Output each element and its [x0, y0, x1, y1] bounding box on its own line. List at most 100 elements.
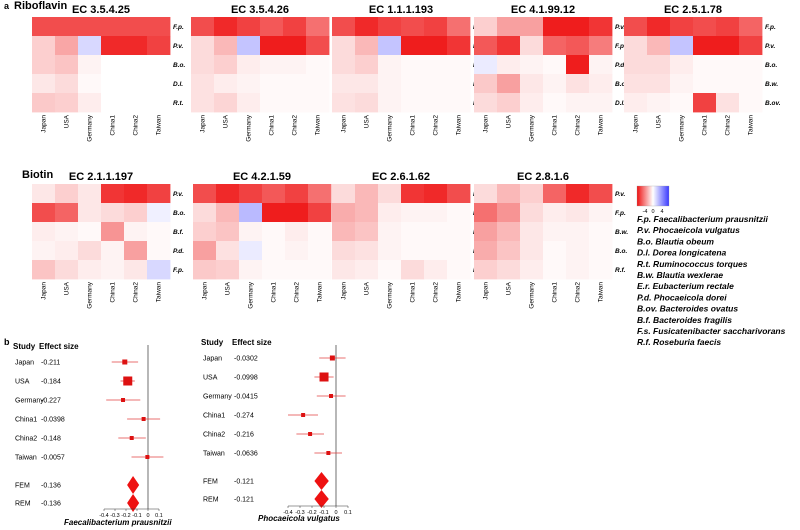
- heatmap-cell: [214, 74, 238, 94]
- heatmap-title: EC 1.1.1.193: [369, 4, 433, 16]
- heatmap-cell: [497, 36, 521, 56]
- heatmap-cell: [716, 93, 740, 113]
- heatmap-cell: [543, 222, 567, 242]
- heatmap-cell: [447, 17, 471, 37]
- row-label: B.f.: [173, 229, 184, 236]
- heatmap-cell: [101, 241, 125, 261]
- heatmap-cell: [424, 203, 448, 223]
- summary-value: -0.121: [234, 479, 254, 486]
- heatmap-cell: [447, 203, 471, 223]
- heatmap-cell: [497, 222, 521, 242]
- heatmap-cell: [332, 93, 356, 113]
- x-tick-label: 0: [146, 513, 149, 519]
- heatmap-cell: [424, 241, 448, 261]
- heatmap-cell: [543, 36, 567, 56]
- effect-value: -0.148: [41, 436, 61, 443]
- x-tick-label: -0.3: [295, 510, 304, 516]
- heatmap-cell: [401, 17, 425, 37]
- heatmap-cell: [260, 55, 284, 75]
- heatmap-cell: [191, 93, 215, 113]
- heatmaps: EC 3.5.4.25 F.p. P.v. B.o. D.l. R.t. Japan USA G…: [32, 4, 781, 309]
- estimate-square: [308, 432, 313, 436]
- column-label: USA: [506, 114, 513, 128]
- heatmap-cell: [216, 203, 240, 223]
- estimate-square: [123, 376, 133, 386]
- heatmap-cell: [378, 184, 402, 204]
- heatmap-cell: [32, 184, 56, 204]
- x-tick-label: 0.1: [155, 513, 163, 519]
- heatmap-cell: [124, 260, 148, 280]
- heatmap-cell: [191, 74, 215, 94]
- heatmap-cell: [124, 93, 148, 113]
- row-label: P.d.: [615, 62, 626, 69]
- heatmap-cell: [589, 74, 613, 94]
- heatmap-cell: [520, 74, 544, 94]
- heatmap-cell: [378, 203, 402, 223]
- heatmap-cell: [306, 55, 330, 75]
- heatmap-title: EC 4.2.1.59: [233, 171, 291, 183]
- heatmap: EC 4.1.99.12 P.v. F.p. P.d. B.o. D.l. Japan USA…: [474, 4, 627, 142]
- heatmap-cell: [332, 36, 356, 56]
- heatmap-title: EC 3.5.4.26: [231, 4, 289, 16]
- column-label: Germany: [529, 114, 536, 141]
- heatmap-cell: [520, 241, 544, 261]
- heatmap-cell: [474, 93, 498, 113]
- column-label: Japan: [341, 282, 348, 300]
- heatmap-cell: [262, 222, 286, 242]
- column-label: Germany: [87, 114, 94, 141]
- column-label: Germany: [387, 281, 394, 308]
- heatmap-cell: [401, 260, 425, 280]
- row-label: B.w.: [615, 229, 628, 236]
- heatmap-cell: [520, 17, 544, 37]
- estimate-square: [326, 451, 331, 455]
- heatmap-cell: [543, 241, 567, 261]
- legend-entry: B.o. Blautia obeum: [637, 236, 714, 246]
- x-tick-label: -0.4: [283, 510, 292, 516]
- column-label: Germany: [248, 281, 255, 308]
- heatmap-cell: [147, 184, 171, 204]
- heatmap-cell: [566, 36, 590, 56]
- heatmap-cell: [332, 203, 356, 223]
- heatmap-cell: [497, 260, 521, 280]
- column-label: Japan: [41, 282, 48, 300]
- heatmap-cell: [55, 203, 79, 223]
- heatmap-cell: [716, 17, 740, 37]
- heatmap-title: EC 2.6.1.62: [372, 171, 430, 183]
- heatmap-cell: [216, 184, 240, 204]
- heatmap-cell: [216, 241, 240, 261]
- heatmap-cell: [566, 17, 590, 37]
- heatmap-cell: [78, 17, 102, 37]
- heatmap-cell: [216, 260, 240, 280]
- species-name: Phocaeicola vulgatus: [258, 514, 340, 523]
- colorbar-tick: -4: [643, 209, 648, 215]
- column-label: Taiwan: [598, 282, 605, 303]
- row-label: F.p.: [765, 24, 776, 31]
- heatmap-cell: [78, 74, 102, 94]
- section-biotin: Biotin: [22, 169, 53, 181]
- heatmap-cell: [32, 55, 56, 75]
- estimate-square: [121, 398, 126, 402]
- column-label: Germany: [87, 281, 94, 308]
- heatmap-cell: [474, 222, 498, 242]
- heatmap-cell: [308, 203, 332, 223]
- estimate-square: [329, 355, 335, 361]
- row-label: P.v.: [173, 191, 184, 198]
- panel-a-label: a: [4, 1, 10, 11]
- heatmap-cell: [566, 203, 590, 223]
- heatmap-cell: [401, 203, 425, 223]
- heatmap-cell: [101, 55, 125, 75]
- summary-value: -0.136: [41, 483, 61, 490]
- heatmap-cell: [237, 93, 261, 113]
- heatmap-cell: [424, 222, 448, 242]
- heatmap-cell: [124, 74, 148, 94]
- heatmap-cell: [474, 241, 498, 261]
- heatmap-cell: [424, 93, 448, 113]
- heatmap-cell: [147, 241, 171, 261]
- heatmap-cell: [306, 36, 330, 56]
- heatmap-cell: [378, 241, 402, 261]
- heatmap-cell: [624, 74, 648, 94]
- column-label: China1: [410, 115, 417, 136]
- estimate-square: [141, 417, 146, 421]
- effect-value: -0.0302: [234, 356, 258, 363]
- row-label: B.o.: [765, 62, 777, 69]
